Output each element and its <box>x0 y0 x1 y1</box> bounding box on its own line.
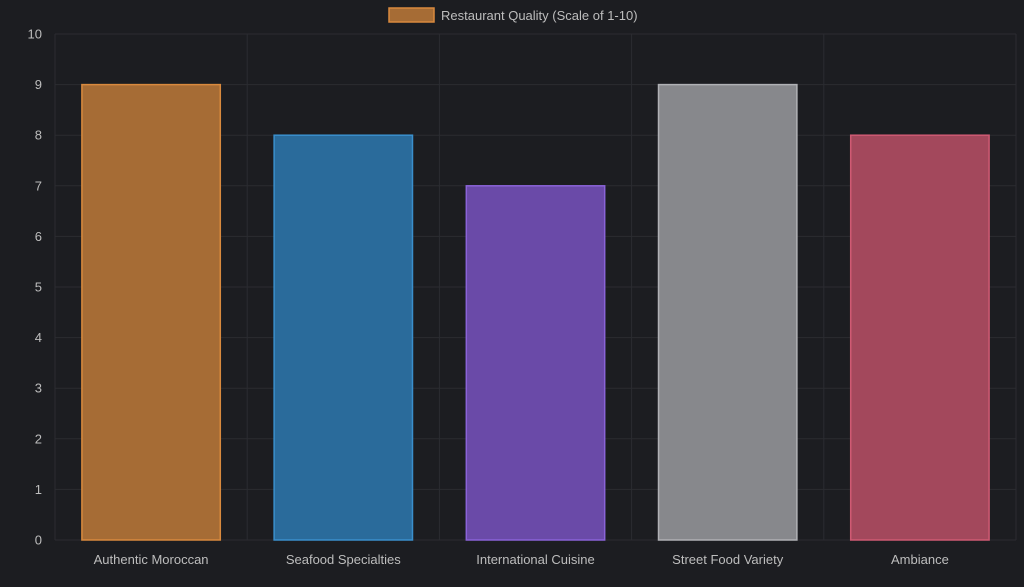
x-tick-label: International Cuisine <box>476 552 595 567</box>
bar-international-cuisine[interactable] <box>465 185 606 541</box>
bar-street-food-variety[interactable] <box>657 83 798 541</box>
y-tick-label: 2 <box>35 431 42 446</box>
legend-label[interactable]: Restaurant Quality (Scale of 1-10) <box>441 8 638 23</box>
x-tick-label: Ambiance <box>891 552 949 567</box>
bars <box>81 83 990 541</box>
y-tick-label: 4 <box>35 330 42 345</box>
y-tick-label: 6 <box>35 229 42 244</box>
y-tick-label: 0 <box>35 533 42 548</box>
x-tick-label: Street Food Variety <box>672 552 784 567</box>
y-tick-label: 7 <box>35 178 42 193</box>
y-tick-label: 5 <box>35 280 42 295</box>
y-tick-label: 9 <box>35 77 42 92</box>
y-tick-label: 10 <box>28 27 42 42</box>
legend[interactable]: Restaurant Quality (Scale of 1-10) <box>388 7 638 23</box>
legend-swatch[interactable] <box>388 7 435 23</box>
x-tick-label: Authentic Moroccan <box>94 552 209 567</box>
y-tick-label: 8 <box>35 128 42 143</box>
y-tick-label: 3 <box>35 381 42 396</box>
y-axis-ticks: 0 1 2 3 4 5 6 7 8 9 10 <box>28 27 42 548</box>
bar-seafood-specialties[interactable] <box>273 134 414 541</box>
x-tick-label: Seafood Specialties <box>286 552 401 567</box>
bar-authentic-moroccan[interactable] <box>81 83 222 541</box>
x-axis-ticks: Authentic Moroccan Seafood Specialties Int… <box>94 552 949 567</box>
y-tick-label: 1 <box>35 482 42 497</box>
bar-ambiance[interactable] <box>849 134 990 541</box>
